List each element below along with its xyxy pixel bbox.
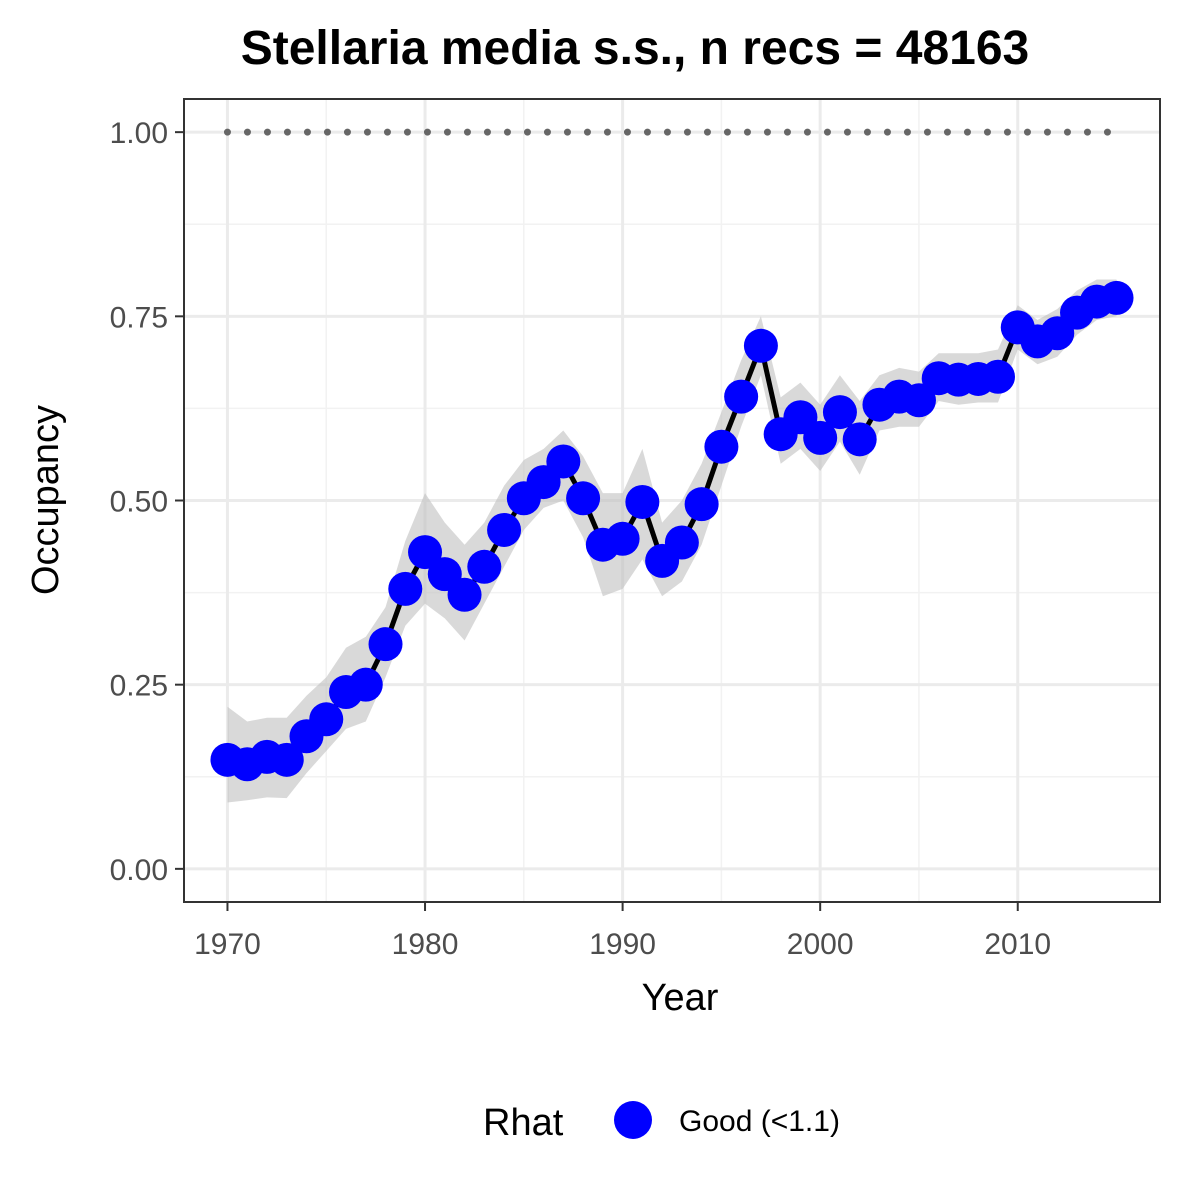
legend: Rhat Good (<1.1)	[483, 1101, 840, 1144]
data-point-1975	[309, 702, 344, 737]
x-tick-label: 1990	[589, 928, 656, 961]
y-tick-label: 0.75	[110, 301, 168, 334]
data-point-1978	[368, 627, 403, 662]
legend-label-good: Good (<1.1)	[679, 1105, 840, 1138]
legend-key-good	[614, 1101, 652, 1139]
legend-title: Rhat	[483, 1102, 564, 1144]
data-points	[210, 280, 1134, 782]
data-point-1979	[388, 571, 423, 606]
chart-title: Stellaria media s.s., n recs = 48163	[241, 22, 1030, 75]
x-tick-label: 1980	[392, 928, 459, 961]
x-tick-label: 1970	[194, 928, 261, 961]
data-point-1983	[467, 549, 502, 584]
data-point-1980	[408, 535, 443, 570]
x-axis: 1970 1980 1990 2000 2010	[194, 902, 1051, 961]
x-tick-label: 2010	[984, 928, 1051, 961]
y-tick-label: 0.25	[110, 670, 168, 703]
y-axis: 0.00 0.25 0.50 0.75 1.00	[110, 117, 184, 887]
y-axis-title: Occupancy	[25, 405, 67, 595]
data-point-1987	[546, 444, 581, 479]
data-point-1991	[625, 484, 660, 519]
data-point-1996	[724, 379, 759, 414]
data-point-2005	[901, 383, 936, 418]
data-point-2009	[980, 359, 1015, 394]
data-point-1988	[566, 481, 601, 516]
data-point-1995	[704, 429, 739, 464]
y-tick-label: 0.00	[110, 854, 168, 887]
data-point-1984	[487, 512, 522, 547]
data-point-2000	[803, 420, 838, 455]
data-point-1973	[269, 742, 304, 777]
data-point-2001	[822, 395, 857, 430]
x-axis-title: Year	[642, 977, 719, 1019]
data-point-1994	[684, 487, 719, 522]
data-point-1990	[605, 521, 640, 556]
data-point-2015	[1099, 280, 1134, 315]
data-point-2002	[842, 422, 877, 457]
y-tick-label: 1.00	[110, 117, 168, 150]
data-point-1993	[664, 525, 699, 560]
data-point-1977	[348, 667, 383, 702]
y-tick-label: 0.50	[110, 486, 168, 519]
data-point-1997	[743, 328, 778, 363]
x-tick-label: 2000	[787, 928, 854, 961]
data-point-1982	[447, 577, 482, 612]
